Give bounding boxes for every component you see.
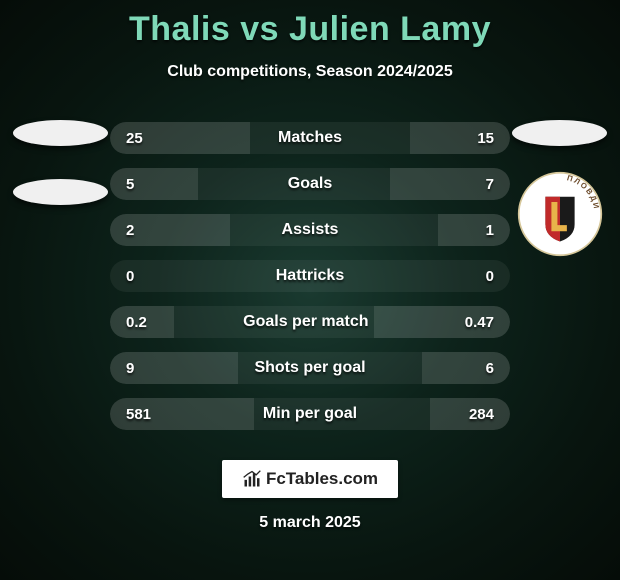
page-title: Thalis vs Julien Lamy <box>0 0 620 49</box>
badges-left <box>8 110 113 214</box>
stat-fill-right <box>410 122 510 154</box>
stat-value-right: 0 <box>486 268 494 285</box>
subtitle: Club competitions, Season 2024/2025 <box>0 63 620 81</box>
stat-label: Hattricks <box>276 267 344 285</box>
club-badge: ПЛОВДИВ <box>507 169 612 259</box>
club-badge-placeholder <box>507 110 612 155</box>
stat-rows: 25 Matches 15 5 Goals 7 2 Assists 1 0 Hattricks 0 0.… <box>110 122 510 430</box>
stat-row: 2 Assists 1 <box>110 214 510 246</box>
stat-value-left: 9 <box>126 360 134 377</box>
stat-label: Goals <box>288 175 332 193</box>
chart-icon <box>242 469 262 489</box>
date: 5 march 2025 <box>0 514 620 532</box>
stat-label: Shots per goal <box>254 359 365 377</box>
ellipse-icon <box>13 179 108 205</box>
stat-label: Goals per match <box>243 313 368 331</box>
stat-value-left: 25 <box>126 130 143 147</box>
stat-label: Min per goal <box>263 405 357 423</box>
stat-value-left: 2 <box>126 222 134 239</box>
footer-brand: FcTables.com <box>222 460 398 498</box>
stat-row: 581 Min per goal 284 <box>110 398 510 430</box>
stat-value-right: 7 <box>486 176 494 193</box>
stat-fill-right <box>422 352 510 384</box>
stat-row: 25 Matches 15 <box>110 122 510 154</box>
club-crest-icon: ПЛОВДИВ <box>510 171 610 257</box>
stat-fill-left <box>110 168 198 200</box>
stat-row: 0 Hattricks 0 <box>110 260 510 292</box>
stat-row: 5 Goals 7 <box>110 168 510 200</box>
stat-label: Assists <box>282 221 339 239</box>
club-badge-placeholder <box>8 110 113 155</box>
stat-value-right: 15 <box>477 130 494 147</box>
stat-value-left: 0.2 <box>126 314 147 331</box>
stat-row: 9 Shots per goal 6 <box>110 352 510 384</box>
stat-value-right: 6 <box>486 360 494 377</box>
stat-value-left: 5 <box>126 176 134 193</box>
stat-value-right: 0.47 <box>465 314 494 331</box>
ellipse-icon <box>13 120 108 146</box>
stat-label: Matches <box>278 129 342 147</box>
stat-value-left: 0 <box>126 268 134 285</box>
club-badge-placeholder <box>8 169 113 214</box>
stat-row: 0.2 Goals per match 0.47 <box>110 306 510 338</box>
ellipse-icon <box>512 120 607 146</box>
stat-value-right: 1 <box>486 222 494 239</box>
footer-brand-text: FcTables.com <box>266 469 378 489</box>
badges-right: ПЛОВДИВ <box>507 110 612 259</box>
stat-value-left: 581 <box>126 406 151 423</box>
stat-fill-right <box>438 214 510 246</box>
stat-value-right: 284 <box>469 406 494 423</box>
